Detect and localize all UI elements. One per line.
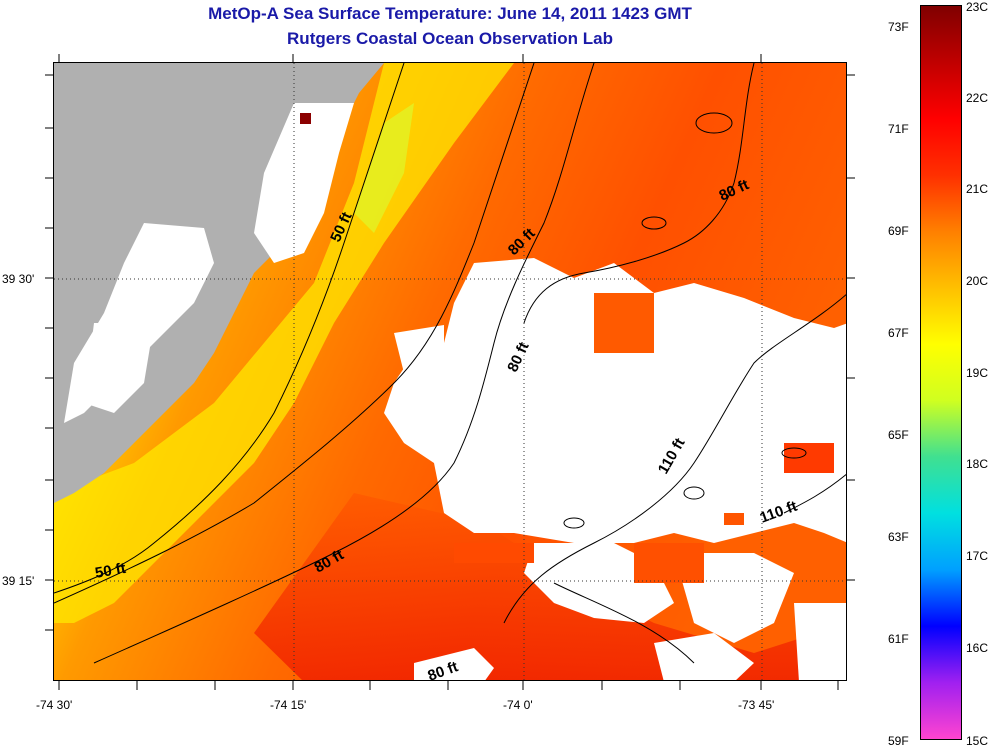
sst-patch <box>724 513 744 525</box>
sst-patch <box>634 543 704 583</box>
sst-greenish-patch <box>354 103 414 233</box>
coastal-mask <box>84 323 154 413</box>
colorbar-f-label: 71F <box>888 122 909 136</box>
sst-patch <box>594 293 654 353</box>
colorbar-c-label: 16C <box>966 641 989 655</box>
colorbar-f-label: 59F <box>888 734 909 748</box>
sst-map-canvas: 50 ft 50 ft 80 ft 80 ft 80 ft 80 ft 80 f… <box>54 63 846 680</box>
x-axis-label-74-15: -74 15' <box>270 698 307 712</box>
sst-patch <box>454 543 534 563</box>
map-title: MetOp-A Sea Surface Temperature: June 14… <box>208 4 692 23</box>
colorbar-c-label: 19C <box>966 366 989 380</box>
station-marker <box>300 113 311 124</box>
x-axis-label-74-30: -74 30' <box>36 698 73 712</box>
contour-label-50ft-south: 50 ft <box>94 560 127 582</box>
graticule <box>54 63 846 680</box>
sst-map[interactable]: 50 ft 50 ft 80 ft 80 ft 80 ft 80 ft 80 f… <box>53 62 847 681</box>
cloud-mask <box>414 648 494 680</box>
colorbar-c-label: 20C <box>966 274 989 288</box>
colorbar-f-label: 69F <box>888 224 909 238</box>
coastal-mask <box>254 103 354 263</box>
cloud-mask <box>794 603 846 680</box>
colorbar-c-label: 15C <box>966 734 989 748</box>
depth-contours <box>54 63 846 664</box>
colorbar-c-label: 23C <box>966 0 989 14</box>
cloud-mask <box>394 325 444 373</box>
colorbar-c-label: 22C <box>966 91 989 105</box>
colorbar-c-label: 17C <box>966 549 989 563</box>
temperature-colorbar <box>920 5 962 740</box>
colorbar-f-label: 65F <box>888 428 909 442</box>
y-axis-label-39-15: 39 15' <box>2 574 35 588</box>
colorbar-f-label: 61F <box>888 632 909 646</box>
colorbar-f-label: 73F <box>888 20 909 34</box>
cloud-mask <box>654 633 754 680</box>
colorbar-c-label: 21C <box>966 182 989 196</box>
x-axis-label-74-0: -74 0' <box>503 698 533 712</box>
colorbar-f-label: 63F <box>888 530 909 544</box>
y-axis-label-39-30: 39 30' <box>2 272 35 286</box>
colorbar-f-label: 67F <box>888 326 909 340</box>
colorbar-c-label: 18C <box>966 457 989 471</box>
map-subtitle: Rutgers Coastal Ocean Observation Lab <box>287 29 613 48</box>
cloud-mask <box>384 258 846 543</box>
sst-coastal-band <box>54 63 514 623</box>
x-axis-label-73-45: -73 45' <box>738 698 775 712</box>
